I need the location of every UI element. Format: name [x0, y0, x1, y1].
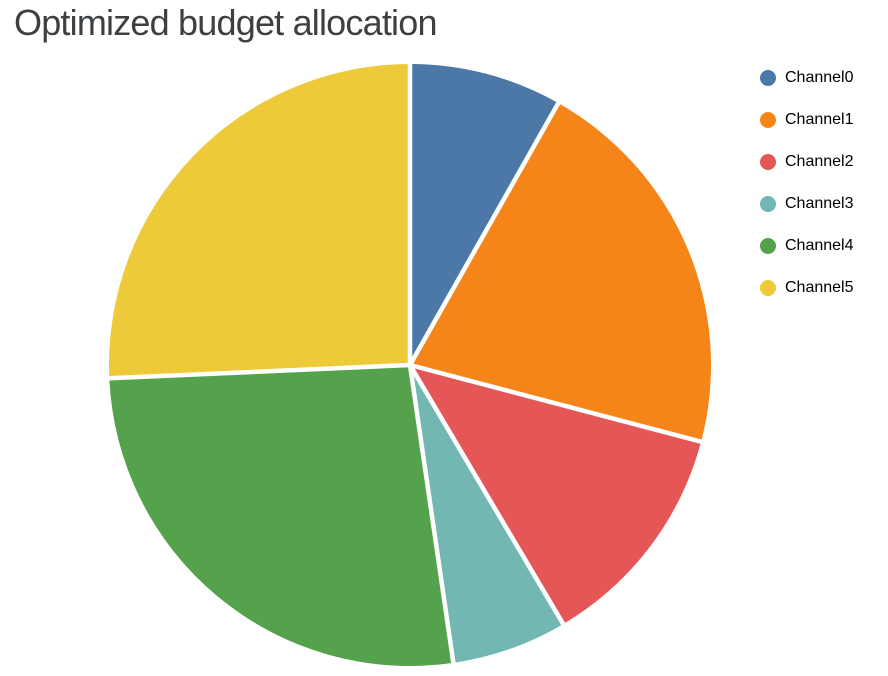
legend-item-channel0: Channel0 — [760, 69, 854, 87]
slice-separator — [409, 362, 702, 444]
legend-item-channel5: Channel5 — [760, 279, 854, 297]
legend-label: Channel2 — [785, 153, 854, 170]
legend-label: Channel0 — [785, 69, 854, 86]
legend-label: Channel5 — [785, 279, 854, 296]
slice-separator — [408, 363, 566, 626]
pie-slice-channel5 — [108, 64, 410, 379]
legend-label: Channel1 — [785, 111, 854, 128]
pie-slice-channel0 — [410, 64, 559, 365]
pie-slice-channel2 — [410, 365, 702, 625]
pie-slice-channel4 — [109, 365, 454, 666]
legend-swatch-icon — [760, 196, 776, 212]
legend-swatch-icon — [760, 154, 776, 170]
legend-swatch-icon — [760, 112, 776, 128]
legend-swatch-icon — [760, 238, 776, 254]
slice-separator — [109, 362, 411, 381]
legend-swatch-icon — [760, 70, 776, 86]
legend-item-channel2: Channel2 — [760, 153, 854, 171]
legend: Channel0 Channel1 Channel2 Channel3 Channel4… — [760, 69, 854, 321]
pie-slice-channel3 — [410, 365, 564, 663]
chart-title: Optimized budget allocation — [14, 2, 437, 43]
legend-label: Channel4 — [785, 237, 854, 254]
slice-separator — [408, 101, 561, 367]
legend-swatch-icon — [760, 280, 776, 296]
legend-item-channel1: Channel1 — [760, 111, 854, 129]
pie-slice-channel1 — [410, 103, 712, 442]
slice-separator — [407, 364, 456, 664]
legend-label: Channel3 — [785, 195, 854, 212]
legend-item-channel3: Channel3 — [760, 195, 854, 213]
legend-item-channel4: Channel4 — [760, 237, 854, 255]
